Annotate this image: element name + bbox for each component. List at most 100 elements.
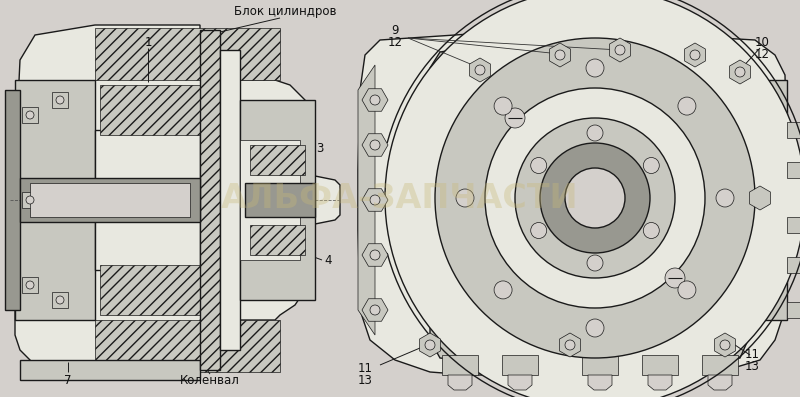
Polygon shape [220,50,240,350]
Polygon shape [240,100,315,300]
Polygon shape [588,375,612,390]
Circle shape [643,222,659,239]
Polygon shape [750,80,787,320]
Circle shape [690,50,700,60]
Circle shape [485,88,705,308]
Polygon shape [250,225,305,255]
Polygon shape [95,130,200,270]
Polygon shape [22,192,38,208]
Polygon shape [448,375,472,390]
Text: 1: 1 [144,35,152,48]
Polygon shape [10,25,340,375]
Circle shape [643,158,659,173]
Circle shape [26,281,34,289]
Circle shape [26,196,34,204]
Polygon shape [95,320,280,372]
Polygon shape [30,183,190,217]
Circle shape [56,96,64,104]
Polygon shape [420,333,440,357]
Polygon shape [430,305,748,370]
Text: 13: 13 [358,374,373,387]
Polygon shape [470,58,490,82]
Circle shape [494,281,512,299]
Polygon shape [508,375,532,390]
Circle shape [425,340,435,350]
Circle shape [587,255,603,271]
Circle shape [370,140,380,150]
Polygon shape [550,43,570,67]
Text: 12: 12 [387,35,402,48]
Text: Коленвал: Коленвал [180,374,240,387]
Polygon shape [362,189,388,211]
Text: 13: 13 [745,360,759,374]
Text: 4: 4 [324,254,332,266]
Circle shape [385,0,800,397]
Polygon shape [52,292,68,308]
Circle shape [370,195,380,205]
Circle shape [56,296,64,304]
Circle shape [456,189,474,207]
Polygon shape [708,375,732,390]
Circle shape [530,158,546,173]
Polygon shape [610,38,630,62]
Polygon shape [730,60,750,84]
Circle shape [587,125,603,141]
Text: 12: 12 [754,48,770,62]
Polygon shape [200,30,220,370]
Text: 3: 3 [316,141,324,154]
Polygon shape [430,35,748,100]
Circle shape [678,281,696,299]
Circle shape [494,97,512,115]
Circle shape [565,340,575,350]
Circle shape [720,340,730,350]
Circle shape [435,38,755,358]
Text: 7: 7 [64,374,72,387]
Circle shape [515,118,675,278]
Polygon shape [250,145,305,175]
Polygon shape [648,375,672,390]
Text: 11: 11 [745,349,759,362]
Polygon shape [787,162,800,178]
Polygon shape [750,186,770,210]
Circle shape [505,108,525,128]
Polygon shape [245,183,315,217]
Polygon shape [685,43,706,67]
Polygon shape [442,355,478,375]
Circle shape [370,305,380,315]
Text: АЛЬФА-ЗАПЧАСТИ: АЛЬФА-ЗАПЧАСТИ [221,182,579,215]
Polygon shape [362,244,388,266]
Polygon shape [787,122,800,138]
Polygon shape [5,20,340,380]
Polygon shape [362,299,388,321]
Text: 10: 10 [754,35,770,48]
Polygon shape [642,355,678,375]
Circle shape [475,65,485,75]
Polygon shape [20,360,200,380]
Circle shape [530,222,546,239]
Circle shape [586,319,604,337]
Polygon shape [362,89,388,111]
Polygon shape [362,134,388,156]
Polygon shape [358,28,787,375]
Polygon shape [15,80,95,320]
Circle shape [540,143,650,253]
Circle shape [555,50,565,60]
Circle shape [370,95,380,105]
Circle shape [665,268,685,288]
Circle shape [586,59,604,77]
Text: Блок цилиндров: Блок цилиндров [234,6,336,19]
Polygon shape [22,277,38,293]
Polygon shape [100,85,200,135]
Circle shape [735,67,745,77]
Polygon shape [560,333,580,357]
Polygon shape [714,333,735,357]
Polygon shape [5,90,20,310]
Polygon shape [52,92,68,108]
Polygon shape [95,28,280,80]
Circle shape [716,189,734,207]
Polygon shape [22,107,38,123]
Polygon shape [787,302,800,318]
Polygon shape [240,140,300,260]
Polygon shape [787,217,800,233]
Polygon shape [582,355,618,375]
